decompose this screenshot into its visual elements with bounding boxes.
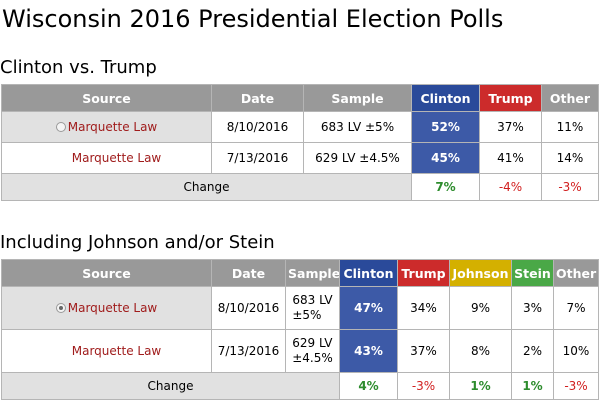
johnson-value: 9% bbox=[449, 286, 512, 330]
sample-margin: ±4.5% bbox=[292, 351, 333, 365]
sample-cell: 629 LV ±4.5% bbox=[285, 329, 340, 373]
source-cell[interactable]: Marquette Law bbox=[1, 142, 212, 174]
radio-button-icon[interactable] bbox=[55, 122, 66, 132]
source-link[interactable]: Marquette Law bbox=[71, 344, 162, 358]
sample-size: 629 LV bbox=[292, 336, 333, 350]
column-header-source[interactable]: Source bbox=[1, 259, 212, 287]
date-cell: 7/13/2016 bbox=[211, 142, 304, 174]
source-cell[interactable]: Marquette Law bbox=[1, 111, 212, 143]
sample-cell: 683 LV ±5% bbox=[303, 111, 412, 143]
column-header-sample[interactable]: Sample bbox=[303, 84, 412, 112]
column-header-other[interactable]: Other bbox=[553, 259, 599, 287]
table2-title: Including Johnson and/or Stein bbox=[0, 232, 275, 253]
date-cell: 8/10/2016 bbox=[211, 286, 286, 330]
source-cell[interactable]: Marquette Law bbox=[1, 329, 212, 373]
johnson-change: 1% bbox=[449, 372, 512, 400]
stein-change: 1% bbox=[511, 372, 554, 400]
clinton-value: 52% bbox=[411, 111, 480, 143]
date-cell: 8/10/2016 bbox=[211, 111, 304, 143]
source-cell[interactable]: Marquette Law bbox=[1, 286, 212, 330]
clinton-trump-table: Source Date Sample Clinton Trump Other M… bbox=[1, 84, 599, 201]
column-header-sample[interactable]: Sample bbox=[285, 259, 340, 287]
trump-change: -3% bbox=[397, 372, 450, 400]
change-row: Change 4% -3% 1% 1% -3% bbox=[1, 372, 599, 400]
radio-button-icon[interactable] bbox=[55, 303, 66, 313]
other-value: 14% bbox=[541, 142, 599, 174]
other-change: -3% bbox=[541, 173, 599, 201]
trump-value: 37% bbox=[397, 329, 450, 373]
column-header-date[interactable]: Date bbox=[211, 259, 286, 287]
column-header-clinton[interactable]: Clinton bbox=[339, 259, 398, 287]
table-row[interactable]: Marquette Law 7/13/2016 629 LV ±4.5% 45%… bbox=[1, 142, 599, 174]
table-row[interactable]: Marquette Law 8/10/2016 683 LV ±5% 52% 3… bbox=[1, 111, 599, 143]
table1-header-row: Source Date Sample Clinton Trump Other bbox=[1, 84, 599, 112]
trump-value: 37% bbox=[479, 111, 542, 143]
source-link[interactable]: Marquette Law bbox=[67, 301, 158, 315]
column-header-other[interactable]: Other bbox=[541, 84, 599, 112]
clinton-value: 43% bbox=[339, 329, 398, 373]
change-label: Change bbox=[1, 173, 412, 201]
column-header-johnson[interactable]: Johnson bbox=[449, 259, 512, 287]
sample-margin: ±5% bbox=[292, 308, 322, 322]
column-header-stein[interactable]: Stein bbox=[511, 259, 554, 287]
sample-cell: 629 LV ±4.5% bbox=[303, 142, 412, 174]
sample-size: 683 LV bbox=[292, 293, 333, 307]
other-change: -3% bbox=[553, 372, 599, 400]
column-header-clinton[interactable]: Clinton bbox=[411, 84, 480, 112]
stein-value: 3% bbox=[511, 286, 554, 330]
table1-title: Clinton vs. Trump bbox=[0, 57, 157, 78]
column-header-source[interactable]: Source bbox=[1, 84, 212, 112]
other-value: 7% bbox=[553, 286, 599, 330]
column-header-trump[interactable]: Trump bbox=[479, 84, 542, 112]
table2-header-row: Source Date Sample Clinton Trump Johnson… bbox=[1, 259, 599, 287]
clinton-change: 4% bbox=[339, 372, 398, 400]
change-label: Change bbox=[1, 372, 340, 400]
change-row: Change 7% -4% -3% bbox=[1, 173, 599, 201]
source-link[interactable]: Marquette Law bbox=[67, 120, 158, 134]
trump-value: 41% bbox=[479, 142, 542, 174]
clinton-value: 47% bbox=[339, 286, 398, 330]
column-header-trump[interactable]: Trump bbox=[397, 259, 450, 287]
multi-candidate-table: Source Date Sample Clinton Trump Johnson… bbox=[1, 259, 599, 400]
table-row[interactable]: Marquette Law 8/10/2016 683 LV ±5% 47% 34… bbox=[1, 286, 599, 330]
trump-value: 34% bbox=[397, 286, 450, 330]
other-value: 11% bbox=[541, 111, 599, 143]
stein-value: 2% bbox=[511, 329, 554, 373]
source-link[interactable]: Marquette Law bbox=[71, 151, 162, 165]
johnson-value: 8% bbox=[449, 329, 512, 373]
column-header-date[interactable]: Date bbox=[211, 84, 304, 112]
sample-cell: 683 LV ±5% bbox=[285, 286, 340, 330]
table-row[interactable]: Marquette Law 7/13/2016 629 LV ±4.5% 43% … bbox=[1, 329, 599, 373]
clinton-change: 7% bbox=[411, 173, 480, 201]
date-cell: 7/13/2016 bbox=[211, 329, 286, 373]
trump-change: -4% bbox=[479, 173, 542, 201]
other-value: 10% bbox=[553, 329, 599, 373]
clinton-value: 45% bbox=[411, 142, 480, 174]
page-title: Wisconsin 2016 Presidential Election Pol… bbox=[2, 5, 504, 33]
